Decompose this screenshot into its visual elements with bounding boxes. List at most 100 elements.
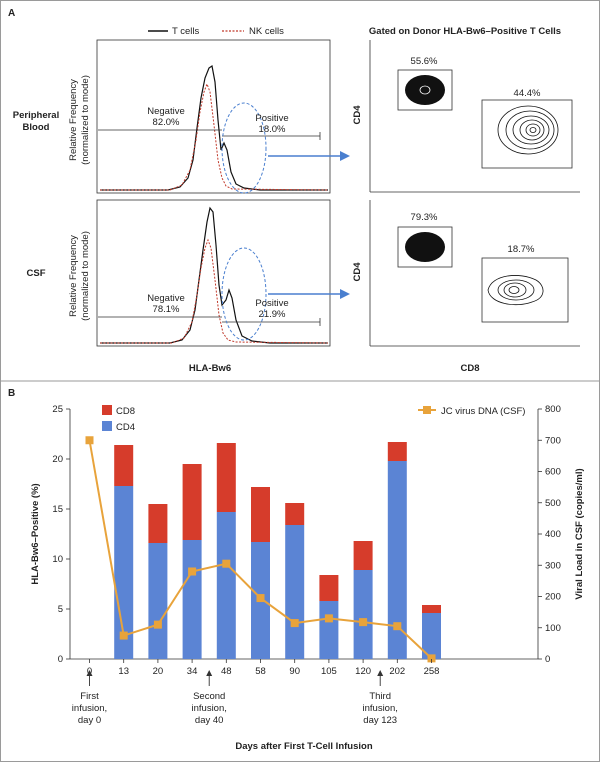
viral-load-point [257, 594, 265, 602]
row-label-csf: CSF [27, 268, 46, 279]
legend-jc: JC virus DNA (CSF) [441, 406, 525, 417]
bar-cd8 [251, 487, 270, 542]
x-tick-label: 90 [289, 666, 300, 677]
hist1-frame [97, 40, 330, 193]
hist1-ylabel-1: Relative Frequency [68, 79, 79, 161]
infusion-label: infusion, [72, 703, 107, 714]
y-tick-right-label: 0 [545, 654, 550, 665]
bar-cd4 [354, 570, 373, 659]
hist2-ylabel-2: (normalized to mode) [80, 231, 91, 321]
hist2-ylabel-1: Relative Frequency [68, 235, 79, 317]
viral-load-point [222, 560, 230, 568]
chart-b: 0 5 10 15 20 25 0 100 200 300 400 500 600 700 800 0 13… [30, 404, 585, 752]
dotplot-csf: CD4 79.3% 18.7% [352, 200, 580, 346]
hist-xaxis-label: HLA-Bw6 [189, 363, 231, 374]
y-tick-right-label: 600 [545, 467, 561, 478]
dot2-cd4-cluster [405, 232, 445, 262]
x-tick-label: 34 [187, 666, 198, 677]
y-tick-left-label: 0 [58, 654, 63, 665]
y-tick-right-label: 800 [545, 404, 561, 415]
hist2-negative-pct: 78.1% [153, 304, 180, 315]
y-tick-left-label: 15 [52, 504, 63, 515]
y-tick-left-label: 5 [58, 604, 63, 615]
y-tick-right-label: 200 [545, 592, 561, 603]
dot1-cd8-gate [482, 100, 572, 168]
dot2-cd4-pct: 79.3% [411, 212, 438, 223]
dot1-cd8-pct: 44.4% [514, 88, 541, 99]
y-axis-right-label: Viral Load in CSF (copies/ml) [574, 468, 585, 599]
x-tick-label: 20 [153, 666, 164, 677]
y-tick-right-label: 400 [545, 529, 561, 540]
y-ticks-right: 0 100 200 300 400 500 600 700 800 [538, 404, 561, 665]
legend-cd8-swatch [102, 405, 112, 415]
y-tick-left-label: 25 [52, 404, 63, 415]
hist1-negative-pct: 82.0% [153, 117, 180, 128]
viral-load-point [359, 618, 367, 626]
legend-cd4-swatch [102, 421, 112, 431]
x-tick-label: 13 [118, 666, 129, 677]
bar-cd8 [183, 464, 202, 540]
y-ticks-left: 0 5 10 15 20 25 [52, 404, 70, 665]
dot1-ylabel: CD4 [352, 105, 363, 125]
bar-cd4 [217, 512, 236, 659]
y-tick-left-label: 20 [52, 454, 63, 465]
x-tick-label: 258 [424, 666, 440, 677]
y-tick-right-label: 300 [545, 560, 561, 571]
y-tick-right-label: 700 [545, 435, 561, 446]
bar-cd8 [148, 504, 167, 543]
bar-cd4 [148, 543, 167, 659]
infusion-arrowhead [377, 670, 383, 676]
bar-cd8 [319, 575, 338, 601]
infusion-label: First [80, 691, 99, 702]
bar-cd8 [217, 443, 236, 512]
infusion-label: day 0 [78, 715, 101, 726]
viral-load-point [154, 621, 162, 629]
infusion-label: day 123 [363, 715, 397, 726]
x-tick-label: 105 [321, 666, 337, 677]
hist2-positive-pct: 21.9% [259, 309, 286, 320]
gated-title: Gated on Donor HLA-Bw6–Positive T Cells [369, 26, 561, 37]
hist2-positive-label: Positive [255, 298, 288, 309]
x-tick-label: 120 [355, 666, 371, 677]
bar-cd8 [285, 503, 304, 525]
figure: A T cells NK cells Gated on Donor HLA-Bw… [0, 0, 600, 762]
y-tick-right-label: 100 [545, 623, 561, 634]
row-label-blood: Blood [23, 122, 50, 133]
infusion-label: infusion, [363, 703, 398, 714]
viral-load-point [325, 614, 333, 622]
infusion-label: Third [369, 691, 391, 702]
hist1-positive-label: Positive [255, 113, 288, 124]
histogram-csf: Relative Frequency (normalized to mode) … [68, 200, 330, 346]
arrow-peripheral [268, 151, 350, 161]
bar-cd8 [388, 442, 407, 461]
dot1-cd4-pct: 55.6% [411, 56, 438, 67]
dot1-cd8-contours [498, 106, 558, 154]
hist2-t-cells-curve [100, 208, 328, 343]
legend-cd8: CD8 [116, 406, 135, 417]
legend-cd4: CD4 [116, 422, 135, 433]
x-axis-label: Days after First T-Cell Infusion [235, 741, 372, 752]
infusion-label: Second [193, 691, 225, 702]
x-tick-label: 202 [389, 666, 405, 677]
dot1-cd4-cluster [405, 75, 445, 105]
y-tick-left-label: 10 [52, 554, 63, 565]
bar-cd4 [319, 601, 338, 659]
panel-b-label: B [8, 388, 15, 399]
bar-cd8 [354, 541, 373, 570]
x-tick-label: 58 [255, 666, 266, 677]
dot2-cd8-contours [488, 275, 543, 304]
histogram-peripheral: Relative Frequency (normalized to mode) … [68, 40, 330, 193]
dotplot-peripheral: CD4 55.6% 44.4% [352, 40, 580, 192]
hist1-ylabel-2: (normalized to mode) [80, 75, 91, 165]
legend-nk-cells: NK cells [249, 26, 284, 37]
viral-load-point [188, 568, 196, 576]
dot2-cd8-gate [482, 258, 568, 322]
legend-jc-marker [423, 406, 431, 414]
infusion-arrowhead [206, 670, 212, 676]
bar-cd8 [422, 605, 441, 613]
x-tick-label: 48 [221, 666, 232, 677]
dot-xaxis-label: CD8 [460, 363, 479, 374]
bar-cd4 [183, 540, 202, 659]
